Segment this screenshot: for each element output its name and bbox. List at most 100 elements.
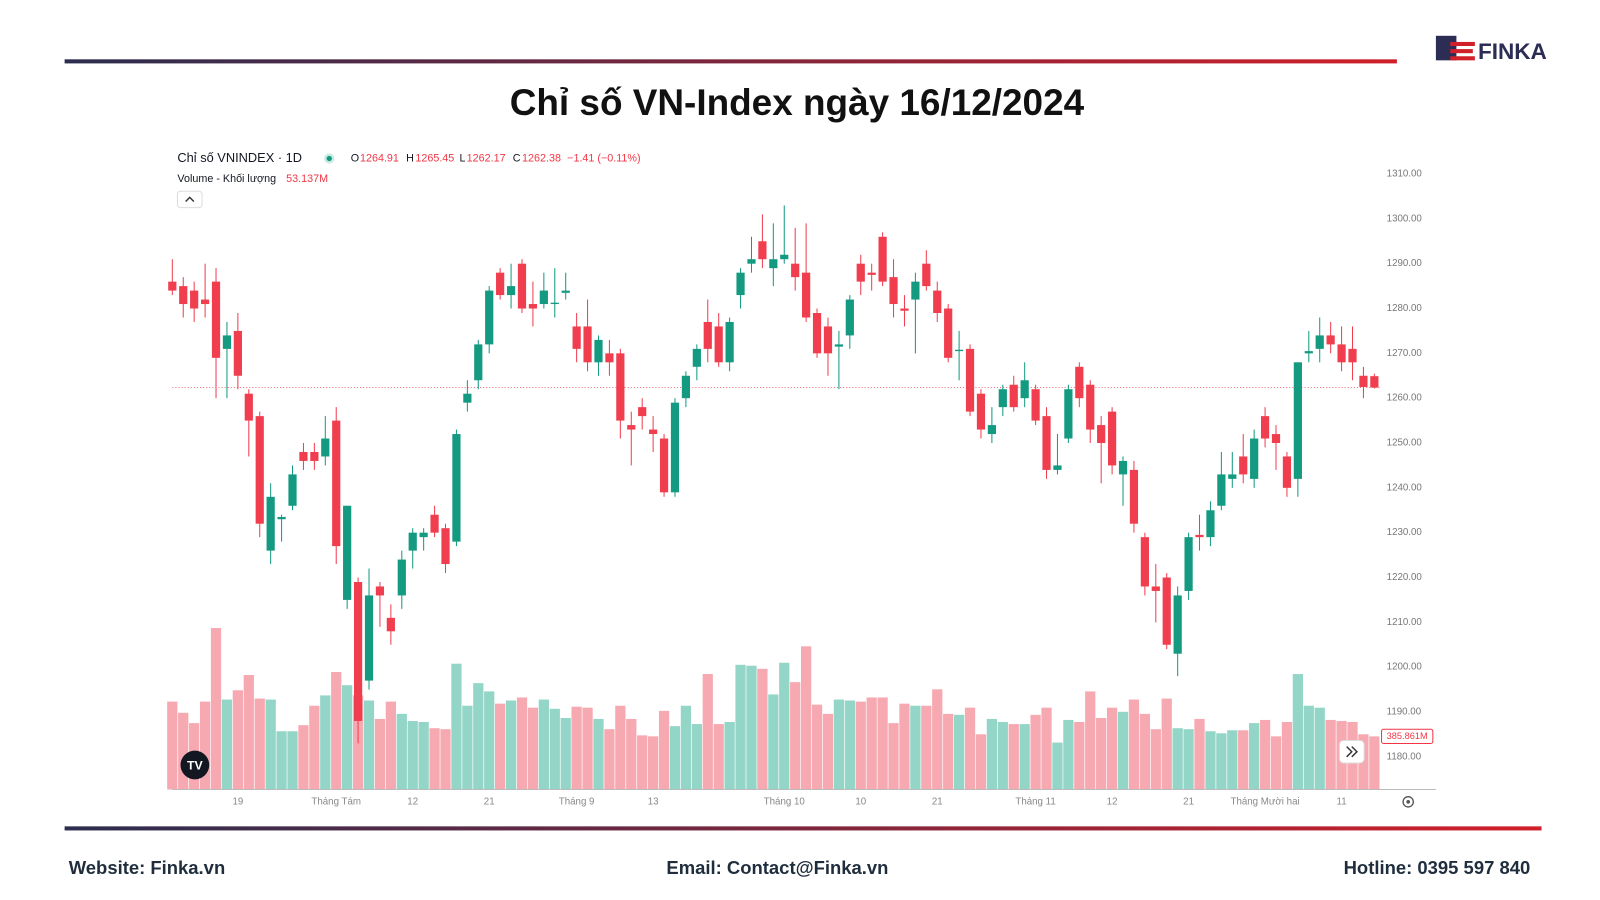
candle-body [998, 389, 1007, 408]
volume-bar [440, 729, 451, 790]
x-tick-label: 21 [932, 796, 943, 807]
candle-body [867, 272, 876, 275]
volume-bar [276, 731, 287, 790]
tradingview-logo[interactable]: TV [180, 750, 210, 780]
volume-bar [1117, 711, 1129, 790]
candle-body [889, 277, 898, 305]
volume-bar [451, 663, 462, 790]
candle-body [561, 290, 570, 293]
collapse-button[interactable] [176, 190, 203, 209]
candle-body [1239, 456, 1248, 475]
candle-body [659, 438, 669, 493]
candle-body [627, 425, 636, 430]
candle-body [430, 514, 439, 533]
candle-body [802, 272, 811, 318]
x-tick-label: 13 [648, 796, 659, 807]
candle-body [364, 595, 374, 681]
candle-body [1020, 380, 1029, 399]
volume-bar [975, 734, 987, 790]
volume-bar [1259, 719, 1271, 790]
volume-bar [210, 627, 222, 790]
volume-bar [1369, 736, 1380, 790]
candle-body [900, 308, 909, 311]
volume-bar [221, 699, 233, 790]
volume-bar [516, 697, 528, 790]
candle-body [463, 393, 472, 403]
volume-bar [560, 718, 571, 790]
scroll-button[interactable] [1338, 739, 1365, 764]
volume-bar [1249, 723, 1260, 790]
volume-title: Volume - Khối lượng [177, 173, 276, 185]
candle-body [1293, 362, 1302, 479]
settings-icon[interactable] [1402, 796, 1414, 808]
volume-bar [1106, 707, 1118, 790]
volume-bar [363, 700, 375, 790]
candle-body [1064, 389, 1073, 439]
volume-bar [1128, 699, 1140, 790]
volume-bar [1161, 698, 1172, 790]
candle-body [1162, 577, 1171, 645]
volume-bar [746, 665, 757, 790]
volume-bar [626, 718, 637, 790]
volume-bar [648, 736, 659, 790]
candle-body [332, 420, 341, 547]
candle-body [812, 313, 822, 354]
volume-bar [342, 685, 353, 790]
candle-body [605, 353, 614, 363]
x-tick-label: 21 [1183, 796, 1194, 807]
volume-bar [1292, 674, 1303, 790]
y-tick-label: 1190.00 [1387, 707, 1422, 718]
candle-body [397, 559, 406, 596]
x-tick-label: Tháng 10 [764, 796, 806, 807]
volume-bar [1052, 742, 1063, 790]
volume-bar [527, 707, 539, 790]
volume-bar [768, 694, 779, 790]
candle-body [714, 326, 723, 363]
candle-body [834, 344, 844, 347]
y-tick-label: 1270.00 [1387, 348, 1423, 359]
ohlc-value: 1262.17 [467, 152, 506, 164]
candle-body [550, 302, 559, 305]
candle-body [1195, 534, 1204, 538]
candle-body [649, 429, 658, 435]
candle-body [1086, 384, 1095, 430]
candle-body [1271, 434, 1281, 444]
candle-body [1042, 416, 1051, 470]
candle-body [878, 236, 887, 282]
candle-body [419, 532, 428, 538]
logo: FINKA [1435, 35, 1547, 64]
chart-title: Chỉ số VN-Index ngày 16/12/2024 [510, 82, 1085, 123]
volume-bar [680, 705, 692, 790]
candle-body [572, 326, 581, 349]
volume-bar [1096, 718, 1107, 790]
candle-body [758, 241, 767, 260]
volume-bar [811, 704, 823, 790]
volume-bar [658, 710, 670, 790]
y-tick-label: 1290.00 [1387, 258, 1423, 269]
volume-bar [298, 725, 309, 790]
candle-body [922, 263, 931, 287]
x-tick-label: 11 [1337, 796, 1347, 807]
volume-bar [418, 722, 429, 790]
symbol: Chỉ số VNINDEX · 1D [177, 150, 302, 165]
candle-body [179, 286, 188, 305]
volume-bar [1063, 719, 1074, 790]
x-tick-label: 10 [855, 796, 866, 807]
candle-body [1250, 438, 1259, 479]
candle-body [1282, 456, 1292, 488]
candle-body [911, 281, 920, 300]
volume-bar [1041, 707, 1052, 790]
ohlc-letter: C [513, 152, 521, 164]
candle-body [211, 281, 221, 358]
candle-body [1031, 389, 1040, 421]
candle-body [1097, 425, 1106, 444]
volume-bar [429, 728, 440, 790]
candle-body [856, 263, 865, 282]
svg-text:TV: TV [187, 758, 204, 772]
candle-body [845, 299, 854, 336]
volume-bar [910, 705, 921, 790]
volume-bar [964, 707, 976, 790]
volume-bar [866, 697, 877, 790]
volume-bar [800, 646, 812, 790]
